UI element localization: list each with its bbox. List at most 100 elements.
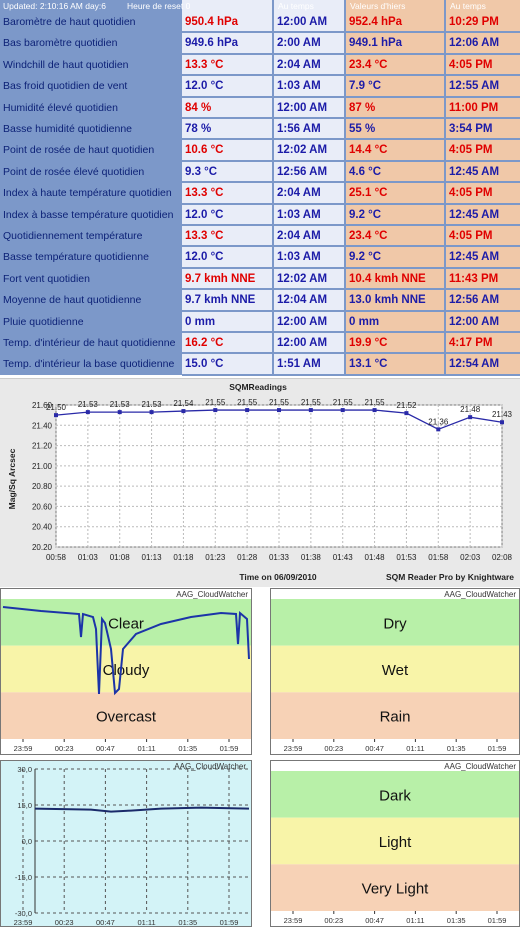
row-label: Temp. d'intérieur de haut quotidienne bbox=[3, 337, 176, 349]
yesterday-time: 4:05 PM bbox=[449, 230, 493, 242]
today-column-bg bbox=[182, 0, 272, 375]
au-temps-header-1: Au temps bbox=[278, 1, 314, 11]
yesterday-value: 14.4 °C bbox=[349, 144, 388, 157]
yesterday-value: 87 % bbox=[349, 101, 376, 114]
sqm-data-label: 21.55 bbox=[333, 398, 354, 407]
sqm-data-label: 21.55 bbox=[269, 398, 290, 407]
row-separator bbox=[182, 74, 520, 77]
sqm-chart-svg: SQMReadings Mag/Sq Arcsec Time on 06/09/… bbox=[7, 382, 514, 582]
sqm-point bbox=[54, 413, 58, 418]
today-value: 0 mm bbox=[185, 315, 216, 328]
today-value: 12.0 °C bbox=[185, 208, 224, 221]
sqm-readings-chart: SQMReadings Mag/Sq Arcsec Time on 06/09/… bbox=[0, 378, 520, 587]
time-label: 01:35 bbox=[178, 744, 197, 753]
yesterday-value: 9.2 °C bbox=[349, 251, 382, 264]
x-tick-label: 02:08 bbox=[492, 553, 513, 562]
today-time: 12:00 AM bbox=[277, 337, 328, 349]
row-separator bbox=[182, 95, 520, 98]
cloudwatcher-brand: AAG_CloudWatcher bbox=[176, 590, 248, 599]
cloudwatcher-brand: AAG_CloudWatcher bbox=[444, 590, 516, 599]
zone-band bbox=[271, 599, 519, 646]
sqm-point bbox=[372, 408, 377, 413]
time-label: 23:59 bbox=[14, 744, 33, 753]
row-label: Windchill de haut quotidien bbox=[3, 58, 129, 71]
today-time: 2:04 AM bbox=[277, 187, 321, 200]
sqm-point bbox=[117, 410, 122, 415]
row-separator bbox=[182, 373, 520, 376]
sqm-point bbox=[404, 411, 409, 416]
row-label: Baromètre de haut quotidien bbox=[3, 16, 136, 28]
cloudwatcher-brand: AAG_CloudWatcher bbox=[444, 762, 516, 771]
time-label: 00:23 bbox=[55, 744, 74, 753]
zone-band bbox=[271, 692, 519, 739]
yesterday-value: 13.0 kmh NNE bbox=[349, 294, 426, 307]
today-time: 12:02 AM bbox=[277, 272, 328, 285]
time-label: 01:59 bbox=[220, 744, 239, 753]
row-separator bbox=[182, 352, 520, 355]
row-separator bbox=[182, 159, 520, 162]
today-time: 1:51 AM bbox=[277, 358, 321, 371]
today-time: 2:04 AM bbox=[277, 230, 321, 242]
time-label: 23:59 bbox=[284, 916, 303, 925]
row-separator bbox=[182, 202, 520, 205]
yesterday-time: 12:45 AM bbox=[449, 251, 500, 264]
row-separator bbox=[182, 288, 520, 291]
time-label: 01:59 bbox=[488, 744, 507, 753]
zone-band bbox=[1, 599, 251, 646]
temp-tick-label: -30,0 bbox=[15, 909, 32, 918]
today-value: 13.3 °C bbox=[185, 230, 224, 242]
time-label: 00:23 bbox=[55, 918, 74, 926]
x-tick-label: 01:48 bbox=[365, 553, 386, 562]
daily-records-table: Updated: 2:10:16 AM day:6 Heure de reset… bbox=[0, 0, 520, 376]
row-label: Humidité élevé quotidien bbox=[3, 101, 118, 114]
row-label: Bas froid quotidien de vent bbox=[3, 80, 128, 93]
y-tick-label: 20.40 bbox=[32, 523, 53, 532]
today-value: 13.3 °C bbox=[185, 187, 224, 200]
zone-band bbox=[271, 864, 519, 911]
yesterday-value: 23.4 °C bbox=[349, 230, 388, 242]
today-value: 15.0 °C bbox=[185, 358, 224, 371]
sqm-point bbox=[500, 420, 504, 425]
today-time: 1:03 AM bbox=[277, 80, 321, 93]
row-label: Point de rosée de haut quotidien bbox=[3, 144, 155, 157]
zone-label: Rain bbox=[380, 709, 411, 726]
row-separator bbox=[182, 181, 520, 184]
y-tick-label: 21.60 bbox=[32, 401, 53, 410]
row-separator bbox=[182, 245, 520, 248]
sqm-point bbox=[436, 427, 441, 432]
temperature-chart: AAG_CloudWatcher30,015,00,0-15,0-30,023:… bbox=[14, 762, 250, 927]
sqm-point bbox=[85, 410, 90, 415]
sqm-data-label: 21.54 bbox=[173, 399, 194, 408]
sqm-data-label: 21.53 bbox=[78, 400, 99, 409]
today-value: 78 % bbox=[185, 123, 212, 135]
x-tick-label: 00:58 bbox=[46, 553, 67, 562]
time-label: 00:23 bbox=[324, 744, 343, 753]
sqm-data-label: 21.53 bbox=[142, 400, 163, 409]
sqm-data-label: 21.36 bbox=[428, 417, 449, 426]
x-tick-label: 01:23 bbox=[205, 553, 226, 562]
cloudwatcher-brand: AAG_CloudWatcher bbox=[174, 762, 246, 771]
zone-label: Very Light bbox=[362, 881, 430, 898]
row-label: Index à basse température quotidien bbox=[3, 208, 174, 221]
panel-header bbox=[1, 589, 251, 599]
sqm-point bbox=[181, 409, 186, 414]
yesterday-time: 12:56 AM bbox=[449, 294, 500, 307]
yesterday-time: 4:05 PM bbox=[449, 144, 493, 157]
time-axis-bg bbox=[271, 911, 519, 926]
yesterday-time: 11:43 PM bbox=[449, 272, 499, 285]
sqm-data-label: 21.55 bbox=[301, 398, 322, 407]
today-value: 12.0 °C bbox=[185, 80, 224, 93]
row-label: Index à haute température quotidien bbox=[3, 187, 172, 200]
sqm-data-label: 21.43 bbox=[492, 410, 513, 419]
today-time: 12:02 AM bbox=[277, 144, 328, 157]
zone-label: Light bbox=[379, 834, 412, 851]
row-separator bbox=[182, 31, 520, 34]
panel-header bbox=[271, 761, 519, 771]
row-separator bbox=[182, 331, 520, 333]
x-tick-label: 01:08 bbox=[110, 553, 131, 562]
cloud-sky-panel: Clear Cloudy Overcast AAG_CloudWatcher 23:59… bbox=[0, 588, 252, 755]
today-value: 9.7 kmh NNE bbox=[185, 272, 256, 285]
time-label: 23:59 bbox=[284, 744, 303, 753]
zone-band bbox=[1, 692, 251, 739]
y-tick-label: 21.00 bbox=[32, 462, 53, 471]
